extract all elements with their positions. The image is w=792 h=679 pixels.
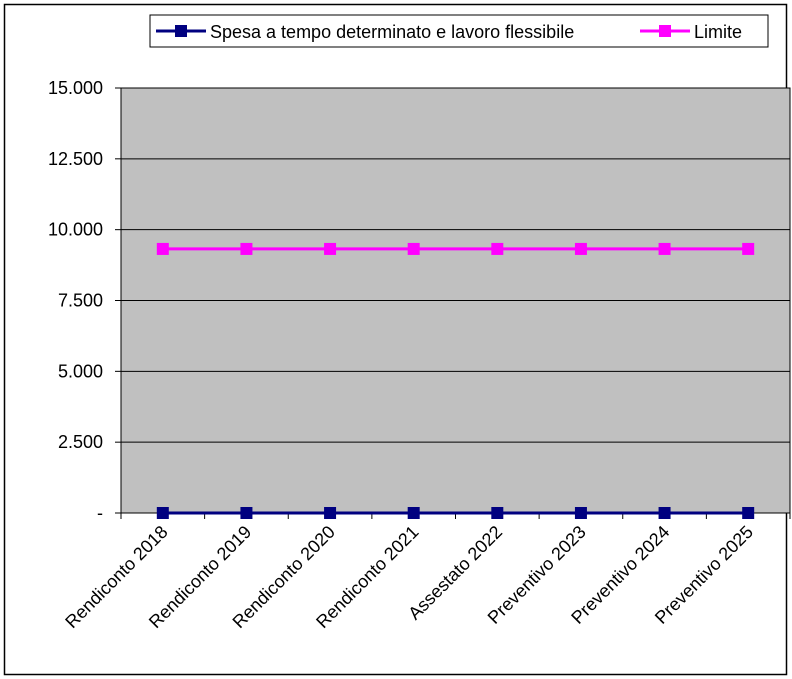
y-tick-label: 10.000 xyxy=(48,220,103,240)
data-point-1 xyxy=(491,242,504,255)
legend-label-0: Spesa a tempo determinato e lavoro fless… xyxy=(210,22,574,42)
data-point-1 xyxy=(324,242,337,255)
legend-item-0: Spesa a tempo determinato e lavoro fless… xyxy=(156,22,574,42)
y-tick-label: 7.500 xyxy=(58,291,103,311)
legend-marker-0 xyxy=(175,25,187,37)
data-point-0 xyxy=(574,507,587,519)
data-point-1 xyxy=(240,242,253,255)
y-tick-label: 5.000 xyxy=(58,361,103,381)
data-point-0 xyxy=(742,507,755,519)
y-tick-label: 2.500 xyxy=(58,432,103,452)
data-point-1 xyxy=(574,242,587,255)
series xyxy=(156,242,755,519)
legend: Spesa a tempo determinato e lavoro fless… xyxy=(149,14,769,48)
data-point-0 xyxy=(658,507,671,519)
data-point-0 xyxy=(240,507,253,519)
legend-label-1: Limite xyxy=(694,22,742,42)
legend-item-1: Limite xyxy=(640,22,742,42)
data-point-1 xyxy=(407,242,420,255)
data-point-1 xyxy=(156,242,169,255)
data-point-1 xyxy=(658,242,671,255)
y-tick-label: - xyxy=(97,503,103,523)
data-point-1 xyxy=(742,242,755,255)
y-tick-label: 15.000 xyxy=(48,78,103,98)
data-point-0 xyxy=(407,507,420,519)
y-tick-label: 12.500 xyxy=(48,149,103,169)
data-point-0 xyxy=(156,507,169,519)
data-point-0 xyxy=(324,507,337,519)
data-point-0 xyxy=(491,507,504,519)
legend-marker-1 xyxy=(659,25,671,37)
